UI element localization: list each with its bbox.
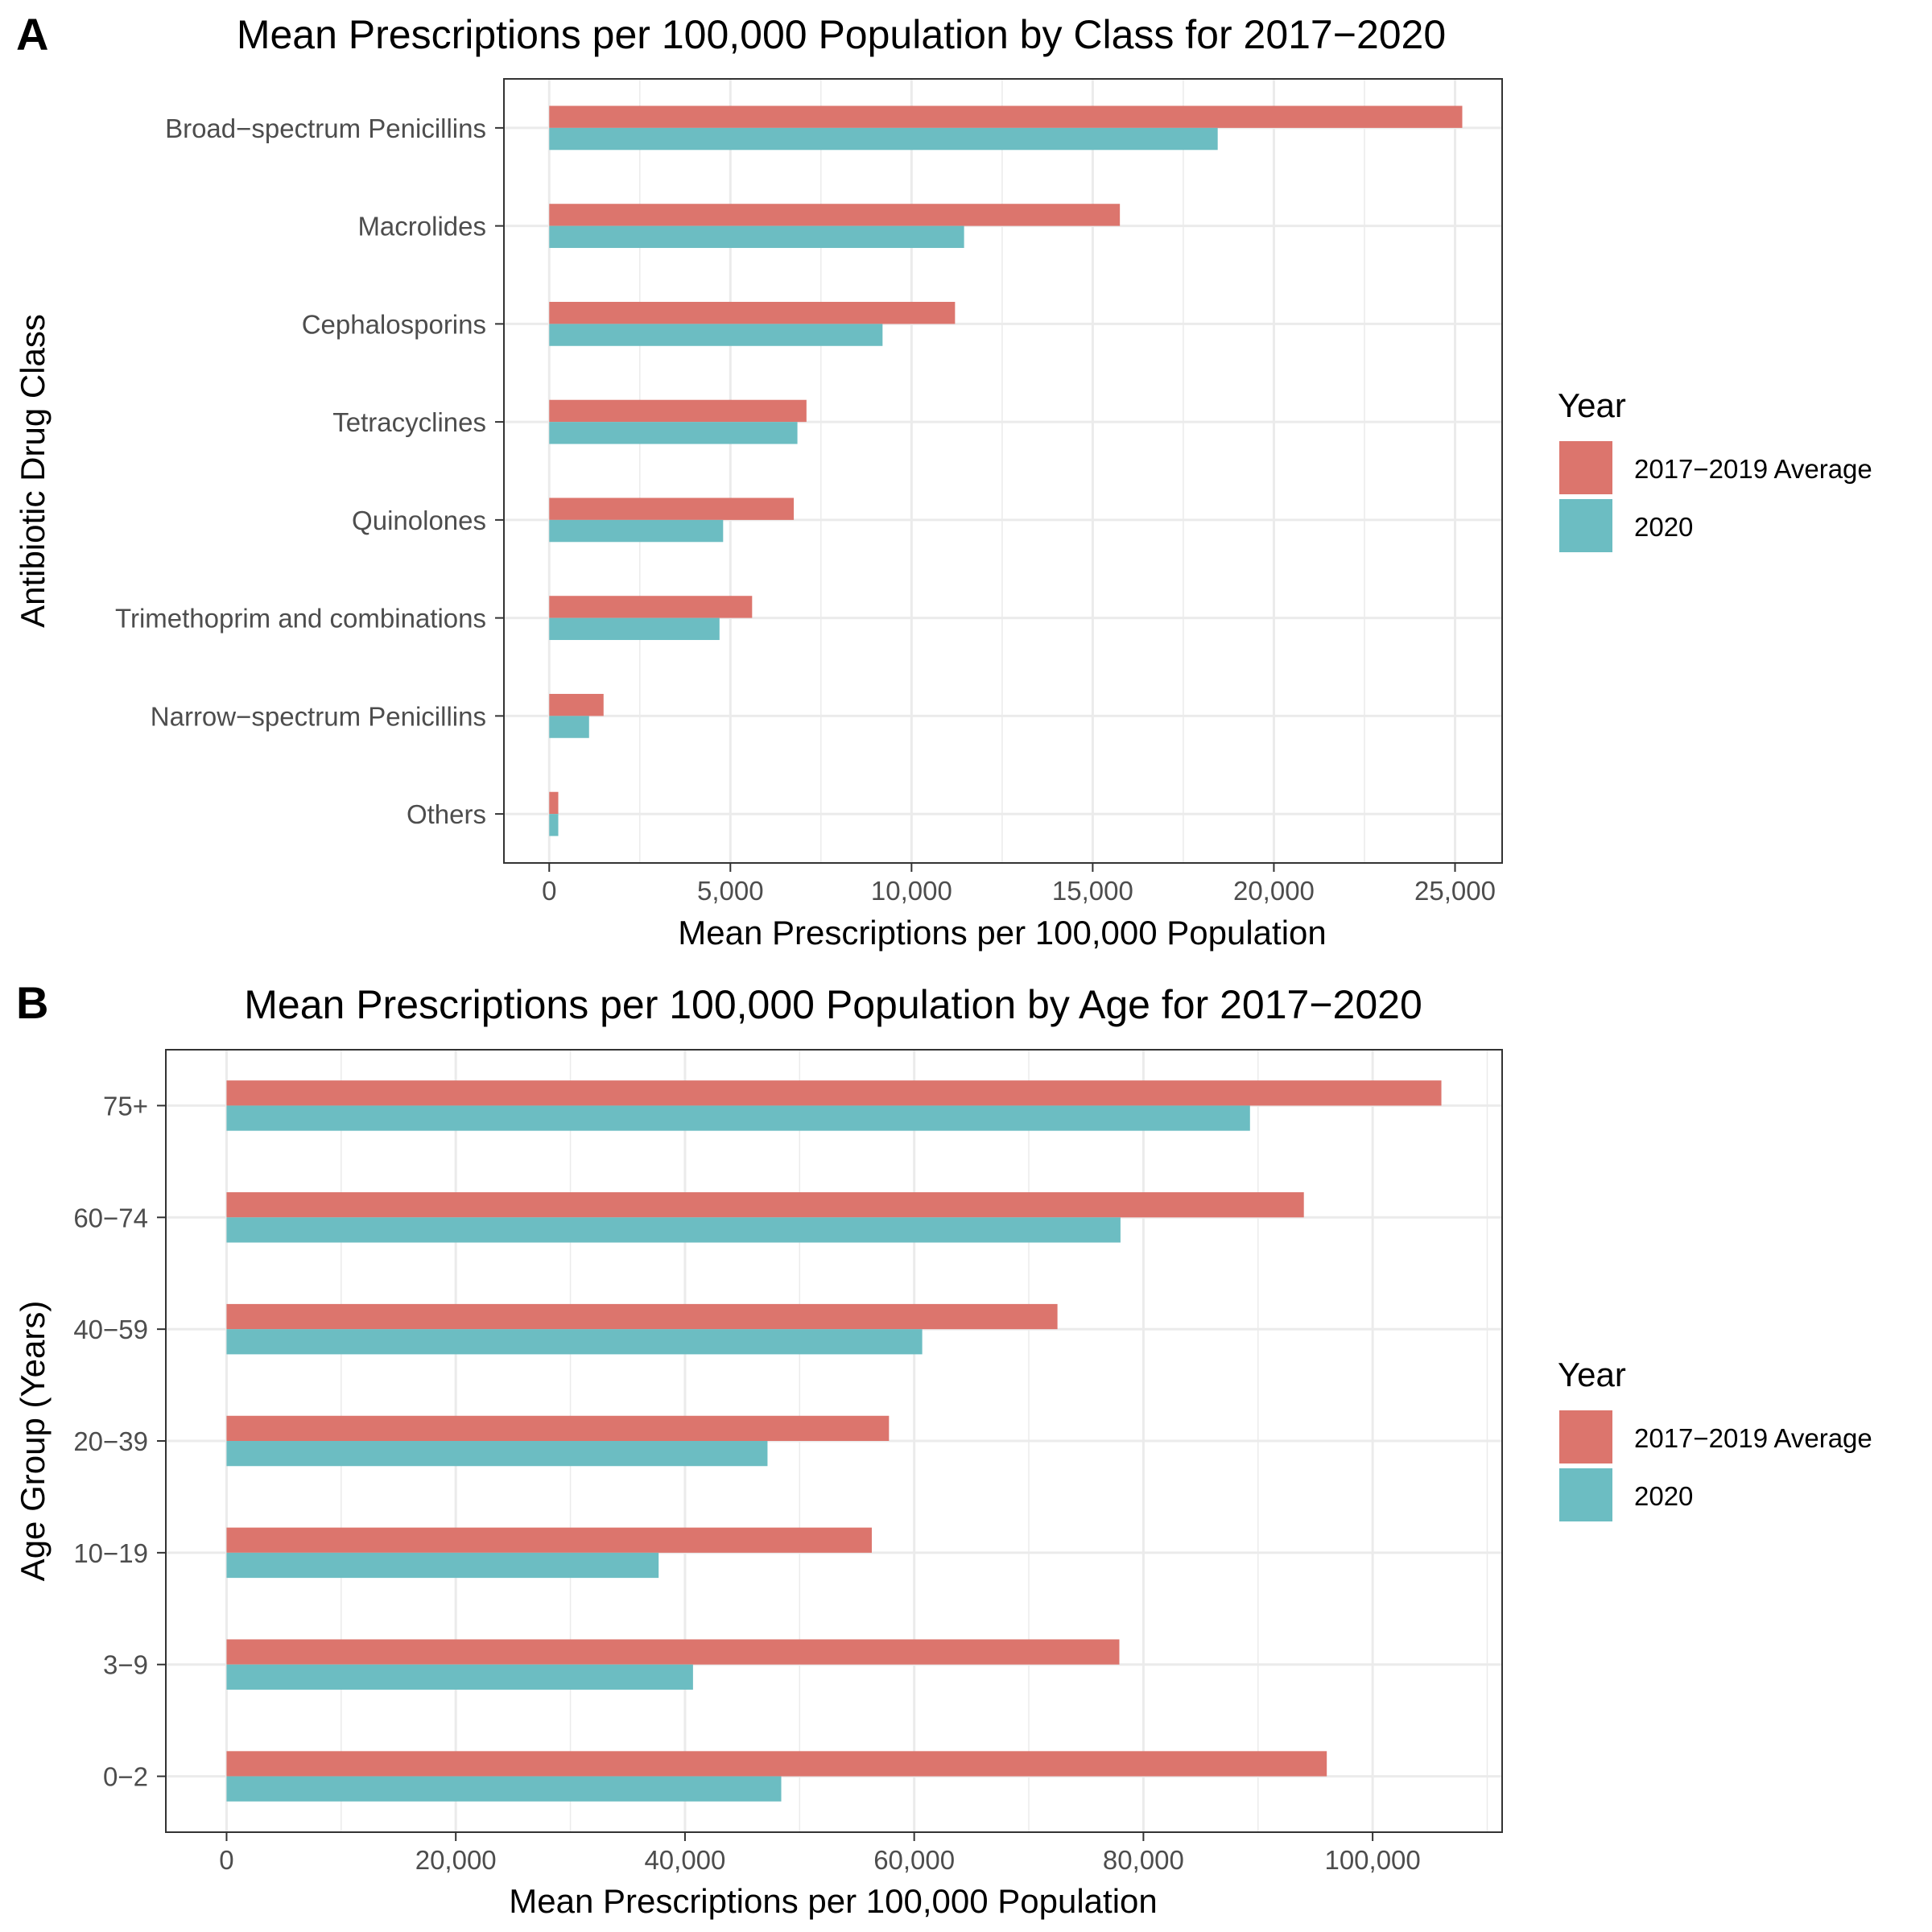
panel-a-legend-label-2017-2019: 2017−2019 Average [1634,454,1872,484]
panel-b-legend-label-2020: 2020 [1634,1481,1693,1511]
panel-a-y-tick-label: Narrow−spectrum Penicillins [151,701,486,731]
panel-a-bar-2020-narrow-spectrum-penicillins [549,716,589,738]
panel-b-bar-2020-0-2 [226,1776,782,1802]
panel-a-x-tick-label: 10,000 [871,876,952,906]
panel-a-title: Mean Prescriptions per 100,000 Populatio… [237,12,1446,57]
panel-a-y-tick-label: Broad−spectrum Penicillins [165,114,486,143]
panel-b-title: Mean Prescriptions per 100,000 Populatio… [244,982,1422,1027]
panel-a-y-tick-label: Tetracyclines [332,407,486,437]
panel-a-plot-background [504,79,1502,863]
panel-b-y-tick-label: 75+ [103,1091,148,1121]
panel-b-bar-2017-2019-3-9 [226,1639,1120,1665]
panel-a-x-tick-label: 5,000 [697,876,764,906]
panel-a-bar-2020-quinolones [549,519,724,543]
panel-b-y-tick-label: 40−59 [73,1315,148,1344]
panel-b-bar-2020-40-59 [226,1329,923,1355]
panel-b-bar-2020-20-39 [226,1441,768,1467]
panel-a-legend: Year 2017−2019 Average 2020 [1558,386,1872,552]
panel-a-bar-2017-2019-trimethoprim-and-combinations [549,596,753,618]
panel-a-bar-2020-trimethoprim-and-combinations [549,617,720,641]
panel-a-y-tick-label: Others [407,799,486,829]
panel-b-y-tick-label: 60−74 [73,1203,148,1232]
panel-a-bar-2020-tetracyclines [549,422,798,444]
panel-b-bar-2017-2019-60-74 [226,1192,1304,1218]
panel-b-bar-2017-2019-20-39 [226,1415,890,1441]
panel-a-x-tick-label: 15,000 [1052,876,1133,906]
panel-a-legend-key-2020 [1559,499,1612,552]
panel-b-x-tick-label: 100,000 [1324,1845,1420,1875]
panel-b-y-tick-label: 3−9 [103,1650,148,1680]
panel-b-y-tick-label: 20−39 [73,1426,148,1456]
panel-a-bar-2017-2019-quinolones [549,497,795,520]
panel-a-legend-title: Year [1558,386,1626,424]
panel-a-x-tick-label: 0 [542,876,556,906]
panel-a-y-axis-title: Antibiotic Drug Class [14,314,52,628]
panel-a-plot-frame [503,78,1503,864]
panel-a-y-tick-label: Trimethoprim and combinations [115,604,486,634]
panel-b-x-tick-label: 0 [219,1845,233,1875]
panel-a-bar-2020-cephalosporins [549,324,883,346]
panel-a-legend-key-2017-2019 [1559,441,1612,494]
panel-b-y-tick-label: 0−2 [103,1762,148,1792]
panel-a-bar-2017-2019-narrow-spectrum-penicillins [549,693,604,716]
panel-b-x-tick-label: 20,000 [415,1845,497,1875]
panel-b-legend-key-2020 [1559,1468,1612,1521]
panel-a-y-tick-label: Quinolones [352,506,486,535]
panel-b-x-axis-title: Mean Prescriptions per 100,000 Populatio… [509,1882,1158,1920]
panel-b-y-tick-label: 10−19 [73,1538,148,1568]
panel-b-bar-2017-2019-0-2 [226,1751,1327,1777]
panel-b-bar-2020-3-9 [226,1664,693,1690]
panel-a-bar-2017-2019-others [549,791,559,815]
panel-b-bar-2017-2019-40-59 [226,1303,1058,1330]
panel-a-x-tick-label: 25,000 [1414,876,1496,906]
panel-b-letter: B [16,977,48,1028]
panel-a-legend-label-2020: 2020 [1634,512,1693,542]
panel-a-y-tick-label: Macrolides [357,212,486,242]
panel-b-bar-2020-75 [226,1105,1250,1131]
panel-b-legend-key-2017-2019 [1559,1410,1612,1463]
panel-a-bar-2017-2019-tetracyclines [549,399,807,423]
panel-b-legend-label-2017-2019: 2017−2019 Average [1634,1423,1872,1453]
panel-a-letter: A [16,9,48,60]
panel-b-legend: Year 2017−2019 Average 2020 [1558,1356,1872,1521]
panel-b-bar-2020-60-74 [226,1217,1121,1243]
panel-b-y-axis-title: Age Group (Years) [14,1301,52,1582]
panel-b-x-tick-label: 40,000 [644,1845,725,1875]
panel-b-bar-2020-10-19 [226,1552,659,1579]
panel-b-plot: 75+ 60−74 40−59 20−39 10−19 3−9 0−2 0 20,000 40,0… [73,1049,1503,1875]
panel-b-x-tick-label: 80,000 [1103,1845,1184,1875]
panel-a-x-axis-title: Mean Prescriptions per 100,000 Populatio… [678,914,1327,952]
panel-b-bar-2017-2019-75 [226,1080,1442,1106]
panel-a-x-tick-label: 20,000 [1233,876,1315,906]
panel-a-bar-2020-macrolides [549,225,964,249]
panel-b-bar-2017-2019-10-19 [226,1527,872,1553]
panel-b-x-tick-label: 60,000 [873,1845,955,1875]
panel-a-bar-2020-others [549,814,559,836]
panel-a-bar-2020-broad-spectrum-penicillins [549,127,1218,151]
panel-a-y-tick-label: Cephalosporins [302,309,486,339]
panel-a-bar-2017-2019-cephalosporins [549,301,956,324]
panel-a-bar-2017-2019-broad-spectrum-penicillins [549,105,1463,128]
panel-b-legend-title: Year [1558,1356,1626,1393]
panel-a-plot: Broad−spectrum Penicillins Macrolides Ceph… [115,78,1503,906]
panel-a-bar-2017-2019-macrolides [549,204,1121,226]
